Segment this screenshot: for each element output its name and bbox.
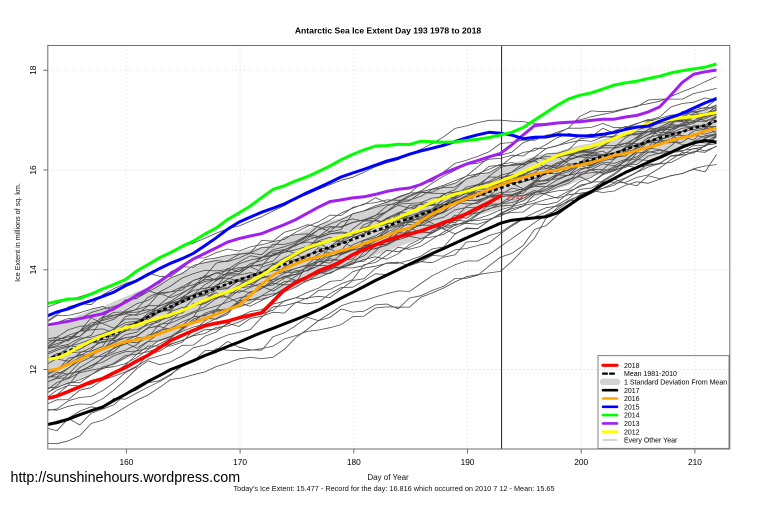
svg-text:12: 12 (28, 365, 38, 375)
svg-text:2015: 2015 (624, 404, 640, 411)
svg-text:160: 160 (119, 457, 133, 467)
svg-text:Ice Extent in millions of sq.: Ice Extent in millions of sq. km. (13, 183, 22, 282)
svg-text:Mean 1981-2010: Mean 1981-2010 (624, 371, 677, 378)
svg-text:170: 170 (233, 457, 247, 467)
svg-text:190: 190 (461, 457, 475, 467)
svg-text:2018: 2018 (624, 363, 640, 370)
svg-text:15.477: 15.477 (506, 195, 528, 202)
svg-text:Day of Year: Day of Year (367, 473, 409, 482)
svg-text:180: 180 (347, 457, 361, 467)
svg-text:18: 18 (28, 65, 38, 75)
svg-text:200: 200 (574, 457, 588, 467)
svg-text:2014: 2014 (624, 413, 640, 420)
svg-text:Every Other Year: Every Other Year (624, 438, 678, 445)
svg-text:http://sunshinehours.wordpress: http://sunshinehours.wordpress.com (11, 470, 241, 486)
svg-text:210: 210 (688, 457, 702, 467)
svg-text:2017: 2017 (624, 388, 640, 395)
svg-text:Today's Ice Extent: 15.477 -: Today's Ice Extent: 15.477 - Record for … (233, 484, 554, 493)
svg-text:2012: 2012 (624, 429, 640, 436)
svg-text:1 Standard Deviation From Mean: 1 Standard Deviation From Mean (624, 380, 727, 387)
svg-text:2013: 2013 (624, 421, 640, 428)
svg-text:2016: 2016 (624, 396, 640, 403)
svg-text:16: 16 (28, 165, 38, 175)
svg-text:Antarctic Sea Ice Extent Day 1: Antarctic Sea Ice Extent Day 193 1978 to… (295, 26, 482, 36)
svg-text:14: 14 (28, 265, 38, 275)
